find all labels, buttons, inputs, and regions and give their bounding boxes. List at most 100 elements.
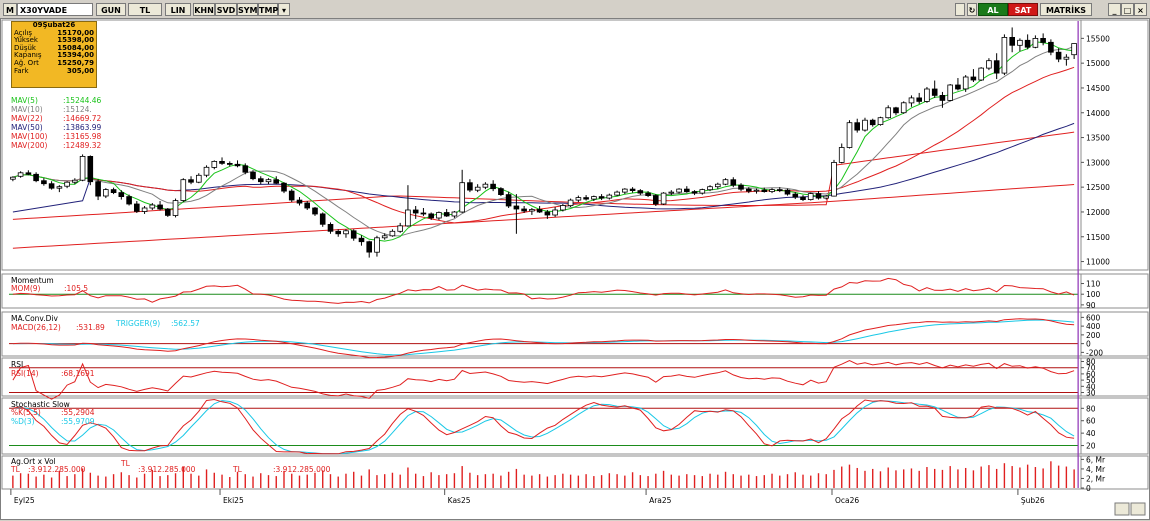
template-button[interactable]: TMP <box>258 3 278 16</box>
candle-body <box>815 193 822 199</box>
candle-body <box>598 196 605 199</box>
momentum-label: MOM(9) <box>11 284 41 293</box>
candle-body <box>629 188 636 192</box>
candle-body <box>800 196 806 201</box>
candle-body <box>498 188 504 196</box>
candle-body <box>118 192 125 198</box>
candle-body <box>536 209 543 213</box>
candle-body <box>684 188 690 193</box>
x-tick-label: Şub26 <box>1021 496 1045 505</box>
candle-body <box>133 203 140 212</box>
stoch-frame <box>1 397 1149 455</box>
close-button[interactable]: × <box>1134 3 1147 16</box>
candle-body <box>389 230 396 237</box>
candle-body <box>931 88 938 96</box>
candle-body <box>79 155 86 181</box>
stoch-tick-label: 40 <box>1086 429 1096 438</box>
x-tick-label: Ara25 <box>649 496 672 505</box>
svd-button[interactable]: SVD <box>215 3 237 16</box>
volume-title: Ag.Ort x Vol <box>11 457 56 466</box>
candle-body <box>575 197 582 201</box>
candle-body <box>730 179 737 186</box>
chart-area[interactable]: 11000 11500 12000 12500 13000 13500 14000 14500… <box>0 18 1150 520</box>
candle-body <box>529 209 535 212</box>
mav-legend-value: :13863.99 <box>63 123 102 132</box>
volume-tick-label: 0 <box>1086 484 1091 493</box>
mav-legend-label: MAV(10) <box>11 105 43 114</box>
candle-body <box>676 188 682 193</box>
stoch-d-line <box>12 400 1075 455</box>
rsi-tick-label: 60 <box>1086 370 1096 379</box>
candle-body <box>831 161 837 197</box>
candle-body <box>699 189 706 194</box>
candle-body <box>792 193 799 198</box>
candle-body <box>955 84 961 90</box>
khn-button[interactable]: KHN <box>193 3 215 16</box>
momentum-tick-label: 90 <box>1086 301 1096 310</box>
candle-body <box>1009 36 1015 46</box>
menu-button[interactable]: M <box>3 3 17 16</box>
maximize-button[interactable]: □ <box>1121 3 1134 16</box>
mav-legend-label: MAV(200) <box>11 141 47 150</box>
symbol-field[interactable]: X30YVADE <box>17 3 93 16</box>
candle-body <box>343 230 349 235</box>
candle-body <box>374 237 380 253</box>
x-tick-label: Oca26 <box>835 496 859 505</box>
candle-body <box>893 107 899 114</box>
candle-body <box>10 176 16 180</box>
candle-body <box>1048 41 1054 53</box>
candle-body <box>854 122 860 131</box>
candle-body <box>335 230 341 235</box>
candle-body <box>591 196 597 200</box>
candle-body <box>64 181 70 187</box>
template-dropdown-button[interactable]: ▾ <box>278 3 290 16</box>
candle-body <box>838 147 845 163</box>
volume-value-1: :3.912.285.000 <box>28 465 86 474</box>
legends: Momentum MOM(9) :105,5 MA.Conv.Div MACD(… <box>10 96 331 474</box>
candle-body <box>149 204 156 209</box>
momentum-panel <box>9 277 1078 304</box>
volume-panel <box>12 461 1075 488</box>
candle-body <box>645 192 651 197</box>
sym-button[interactable]: SYM <box>237 3 258 16</box>
candle-body <box>273 179 279 184</box>
candle-body <box>172 200 179 216</box>
mav-legend-label: MAV(100) <box>11 132 47 141</box>
linear-scale-button[interactable]: LIN <box>165 3 191 16</box>
mav-legend-label: MAV(5) <box>11 96 38 105</box>
calendar-icon[interactable] <box>955 3 965 16</box>
refresh-icon[interactable]: ↻ <box>967 3 977 16</box>
momentum-line <box>12 277 1075 304</box>
info-row-high: Yüksek 15398,00 <box>14 36 94 45</box>
candle-body <box>195 174 202 183</box>
candle-body <box>691 191 698 194</box>
mav100-line <box>12 131 1075 220</box>
chart-toolbar: M X30YVADE GUN TL LIN KHN SVD SYM TMP ▾ … <box>0 0 1150 18</box>
volume-tick-label: 4, Mr <box>1086 465 1106 474</box>
info-row-wavg: Ağ. Ort 15250,79 <box>14 58 94 67</box>
period-button[interactable]: GUN <box>96 3 126 16</box>
mav5-line <box>12 41 1075 242</box>
momentum-value: :105,5 <box>64 284 88 293</box>
sell-button[interactable]: SAT <box>1008 3 1038 16</box>
candle-body <box>1071 43 1077 56</box>
candle-body <box>17 172 24 177</box>
minimize-button[interactable]: _ <box>1108 3 1121 16</box>
candle-body <box>908 97 915 104</box>
buy-button[interactable]: AL <box>978 3 1008 16</box>
price-tick-label: 12500 <box>1086 183 1110 192</box>
candle-body <box>552 209 558 216</box>
candle-body <box>420 212 427 215</box>
price-tick-label: 15500 <box>1086 34 1110 43</box>
candle-body <box>777 189 783 192</box>
candle-body <box>41 180 47 185</box>
stoch-tick-label: 20 <box>1086 442 1096 451</box>
candle-body <box>947 84 953 101</box>
mav10-line <box>12 45 1075 237</box>
stoch-k-label: %K(5,5) <box>11 408 41 417</box>
candle-body <box>660 192 667 205</box>
candle-body <box>924 88 930 102</box>
chevron-down-icon: ▾ <box>281 6 286 15</box>
currency-button[interactable]: TL <box>128 3 162 16</box>
candle-body <box>219 160 225 164</box>
